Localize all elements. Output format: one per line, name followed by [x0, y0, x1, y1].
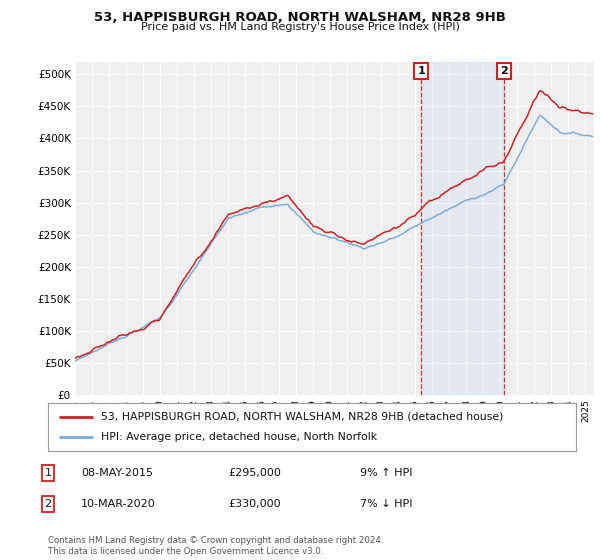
Text: 2: 2 [44, 499, 52, 509]
Bar [421, 62, 503, 395]
Text: 2: 2 [500, 66, 508, 76]
Text: 53, HAPPISBURGH ROAD, NORTH WALSHAM, NR28 9HB: 53, HAPPISBURGH ROAD, NORTH WALSHAM, NR2… [94, 11, 506, 24]
Text: £295,000: £295,000 [228, 468, 281, 478]
Text: 10-MAR-2020: 10-MAR-2020 [81, 499, 156, 509]
Text: 53, HAPPISBURGH ROAD, NORTH WALSHAM, NR28 9HB (detached house): 53, HAPPISBURGH ROAD, NORTH WALSHAM, NR2… [101, 412, 503, 422]
Text: £330,000: £330,000 [228, 499, 281, 509]
Text: 7% ↓ HPI: 7% ↓ HPI [360, 499, 413, 509]
Text: 9% ↑ HPI: 9% ↑ HPI [360, 468, 413, 478]
Text: Contains HM Land Registry data © Crown copyright and database right 2024.
This d: Contains HM Land Registry data © Crown c… [48, 536, 383, 556]
Text: 1: 1 [418, 66, 425, 76]
Text: 1: 1 [44, 468, 52, 478]
Text: Price paid vs. HM Land Registry's House Price Index (HPI): Price paid vs. HM Land Registry's House … [140, 22, 460, 32]
Text: 08-MAY-2015: 08-MAY-2015 [81, 468, 153, 478]
Text: HPI: Average price, detached house, North Norfolk: HPI: Average price, detached house, Nort… [101, 432, 377, 442]
